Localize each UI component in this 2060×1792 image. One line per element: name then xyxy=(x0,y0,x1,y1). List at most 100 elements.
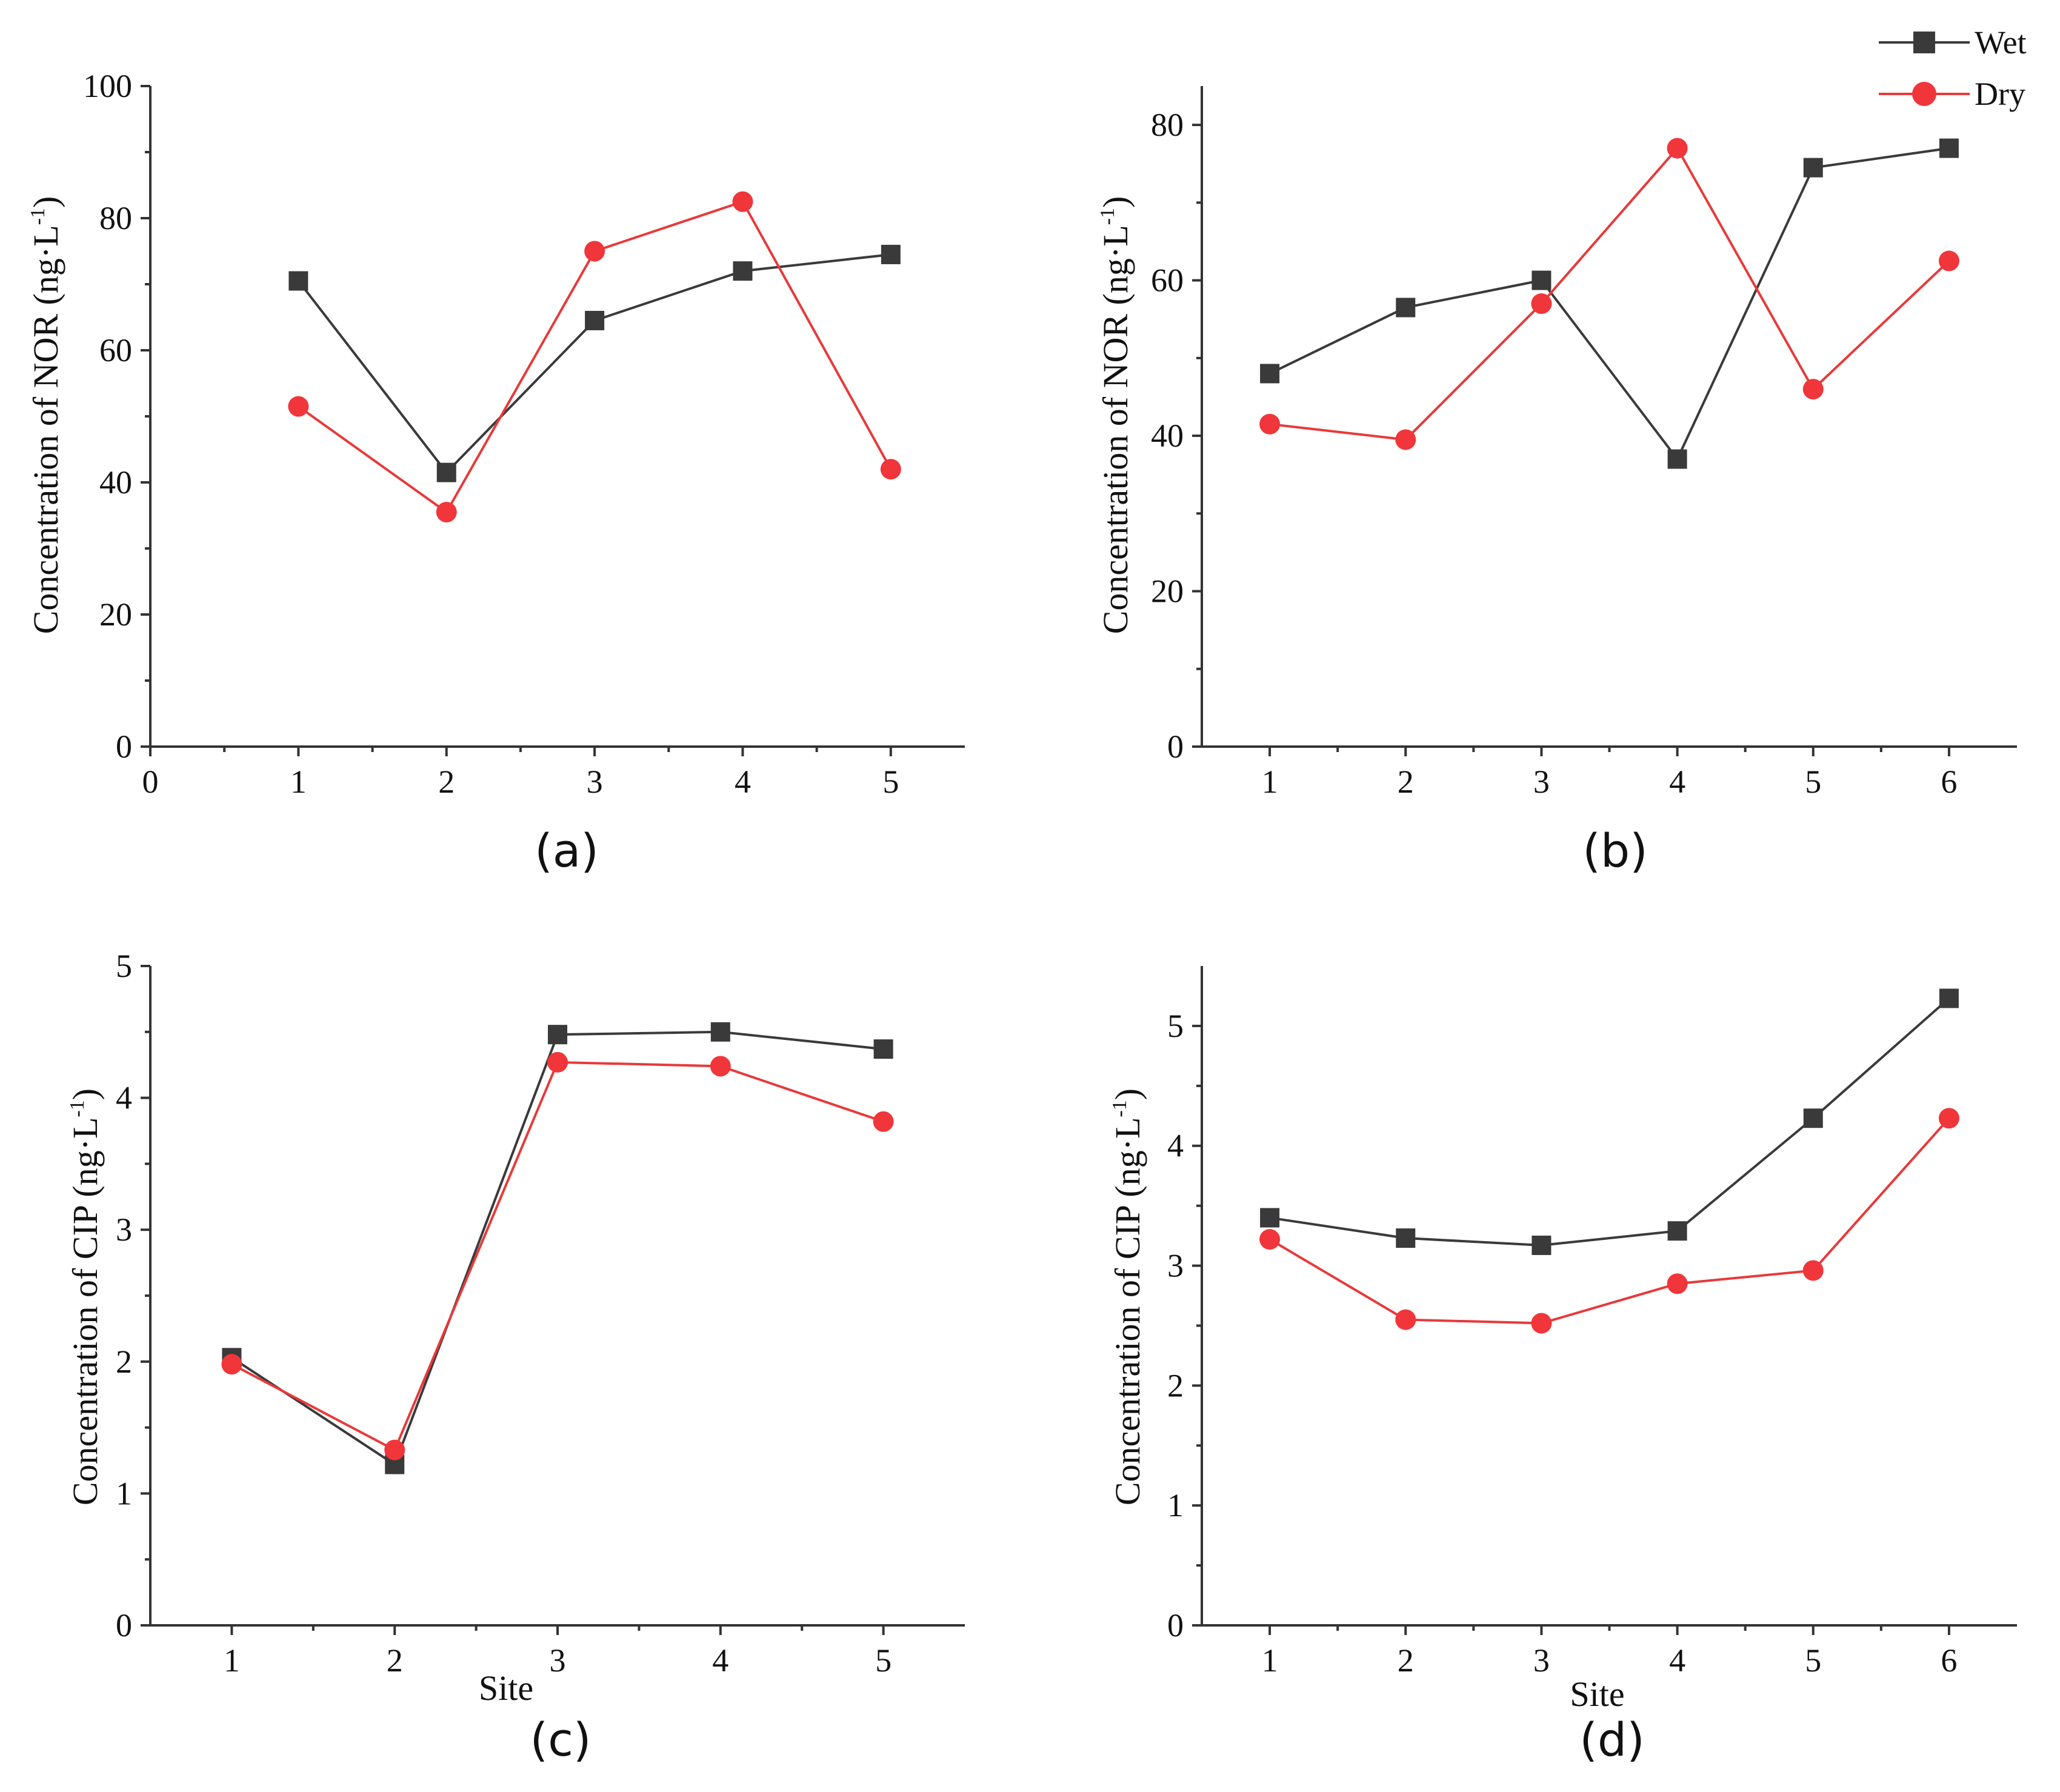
dry-data-point xyxy=(584,241,605,262)
y-tick-label: 1 xyxy=(1167,1487,1184,1524)
panel-label: (a) xyxy=(535,824,599,878)
y-axis-title-sup: -1 xyxy=(66,1100,88,1117)
x-tick-label: 3 xyxy=(1533,764,1550,800)
legend-item-wet: Wet xyxy=(1879,24,2027,61)
dry-data-point xyxy=(1667,138,1688,159)
y-tick-label: 20 xyxy=(99,596,132,633)
x-axis-title: Site xyxy=(479,1668,533,1708)
dry-data-point xyxy=(288,396,309,417)
dry-data-point xyxy=(547,1051,568,1073)
wet-data-point xyxy=(1532,270,1552,290)
y-axis-title-close: ) xyxy=(65,1088,105,1100)
dry-data-point xyxy=(1667,1273,1688,1294)
x-tick-label: 1 xyxy=(290,764,307,800)
wet-data-point xyxy=(1667,449,1687,469)
wet-data-point xyxy=(1939,988,1959,1008)
y-tick-label: 100 xyxy=(83,68,132,104)
x-tick-label: 6 xyxy=(1941,1642,1957,1679)
y-axis-title-close: ) xyxy=(26,196,65,208)
wet-data-point xyxy=(710,1022,730,1042)
dry-data-point xyxy=(221,1354,242,1375)
dry-data-point xyxy=(1531,1313,1552,1334)
dry-data-point xyxy=(1395,429,1416,450)
y-tick-label: 40 xyxy=(99,464,132,501)
x-tick-label: 3 xyxy=(550,1642,566,1679)
legend-dry-label: Dry xyxy=(1975,76,2025,112)
y-tick-label: 2 xyxy=(116,1344,132,1380)
y-axis-title-close: ) xyxy=(1108,1088,1147,1100)
x-tick-label: 5 xyxy=(1805,764,1821,800)
y-tick-label: 40 xyxy=(1151,418,1184,454)
wet-data-point xyxy=(733,261,753,281)
wet-data-point xyxy=(1396,298,1416,318)
panel-label: (b) xyxy=(1582,824,1648,878)
x-tick-label: 6 xyxy=(1941,764,1957,800)
x-tick-label: 4 xyxy=(1669,764,1685,800)
y-tick-label: 5 xyxy=(1167,1008,1184,1044)
dry-data-point xyxy=(732,191,753,212)
legend-wet-marker xyxy=(1913,32,1935,53)
chart-panel-d: 0 1 2 3 4 5 1 2 3 4 5 6 Concentration of CIP (ng·L-1… xyxy=(1108,966,2017,1767)
y-tick-label: 4 xyxy=(116,1080,132,1116)
wet-data-point xyxy=(1396,1228,1416,1248)
wet-data-point xyxy=(1803,1108,1823,1128)
x-tick-label: 2 xyxy=(1398,764,1414,800)
y-tick-label: 4 xyxy=(1167,1128,1184,1164)
y-axis-title-main: Concentration of CIP (ng·L xyxy=(1108,1118,1147,1506)
y-axis-title-close: ) xyxy=(1096,196,1135,208)
legend-wet-label: Wet xyxy=(1975,24,2027,61)
x-tick-label: 1 xyxy=(1262,1642,1278,1679)
dry-data-point xyxy=(1395,1309,1416,1330)
y-tick-label: 1 xyxy=(116,1475,132,1511)
y-tick-label: 0 xyxy=(1167,728,1184,765)
x-tick-label: 5 xyxy=(1805,1642,1821,1679)
series-wet-line xyxy=(1269,147,1950,462)
y-tick-label: 20 xyxy=(1151,573,1184,610)
panel-label: (d) xyxy=(1579,1713,1645,1767)
x-tick-label: 1 xyxy=(224,1642,240,1679)
y-axis-title-sup: -1 xyxy=(1108,1100,1131,1117)
dry-data-point xyxy=(873,1111,894,1132)
dry-data-point xyxy=(1259,1229,1281,1250)
chart-panel-b: 0 20 40 60 80 1 2 3 4 5 6 Concentration of NOR (ng·… xyxy=(1096,86,2017,878)
series-dry-line xyxy=(1269,1117,1950,1325)
x-tick-label: 5 xyxy=(875,1642,892,1679)
x-tick-label: 4 xyxy=(1669,1642,1685,1679)
wet-data-point xyxy=(1260,1208,1280,1228)
wet-data-point xyxy=(1667,1221,1687,1241)
dry-data-point xyxy=(1938,250,1959,271)
x-tick-label: 3 xyxy=(1533,1642,1550,1679)
legend: Wet Dry xyxy=(1879,24,2027,112)
y-axis-title-sup: -1 xyxy=(27,208,49,225)
y-tick-label: 0 xyxy=(116,1607,132,1644)
x-tick-label: 5 xyxy=(882,764,899,800)
y-tick-label: 3 xyxy=(116,1211,132,1248)
dry-data-point xyxy=(710,1056,731,1077)
x-axis-title: Site xyxy=(1570,1674,1624,1714)
y-axis-title-sup: -1 xyxy=(1096,208,1119,225)
chart-panel-c: 0 1 2 3 4 5 1 2 3 4 5 Concentration of CIP (ng·L-1)… xyxy=(65,948,965,1767)
y-axis-title-main: Concentration of CIP (ng·L xyxy=(65,1118,105,1506)
series-wet-line xyxy=(297,253,892,475)
dry-data-point xyxy=(1531,293,1552,315)
x-tick-label: 2 xyxy=(387,1642,403,1679)
wet-data-point xyxy=(548,1025,567,1045)
wet-data-point xyxy=(1260,364,1280,384)
wet-data-point xyxy=(436,462,456,482)
x-tick-label: 2 xyxy=(438,764,455,800)
series-wet-line xyxy=(231,1030,884,1467)
y-tick-label: 2 xyxy=(1167,1367,1184,1404)
x-tick-label: 1 xyxy=(1262,764,1278,800)
x-tick-label: 3 xyxy=(587,764,603,800)
chart-panel-a: 0 20 40 60 80 100 0 1 2 3 4 5 Concentration of NOR (… xyxy=(26,68,965,878)
y-tick-label: 80 xyxy=(99,200,132,236)
panel-label: (c) xyxy=(530,1713,591,1767)
dry-data-point xyxy=(436,502,457,523)
wet-data-point xyxy=(288,271,308,291)
wet-data-point xyxy=(873,1039,893,1059)
dry-data-point xyxy=(1938,1108,1959,1129)
y-tick-label: 3 xyxy=(1167,1248,1184,1284)
y-tick-label: 60 xyxy=(99,332,132,368)
series-dry-line xyxy=(231,1061,884,1452)
x-tick-label: 0 xyxy=(142,764,159,800)
